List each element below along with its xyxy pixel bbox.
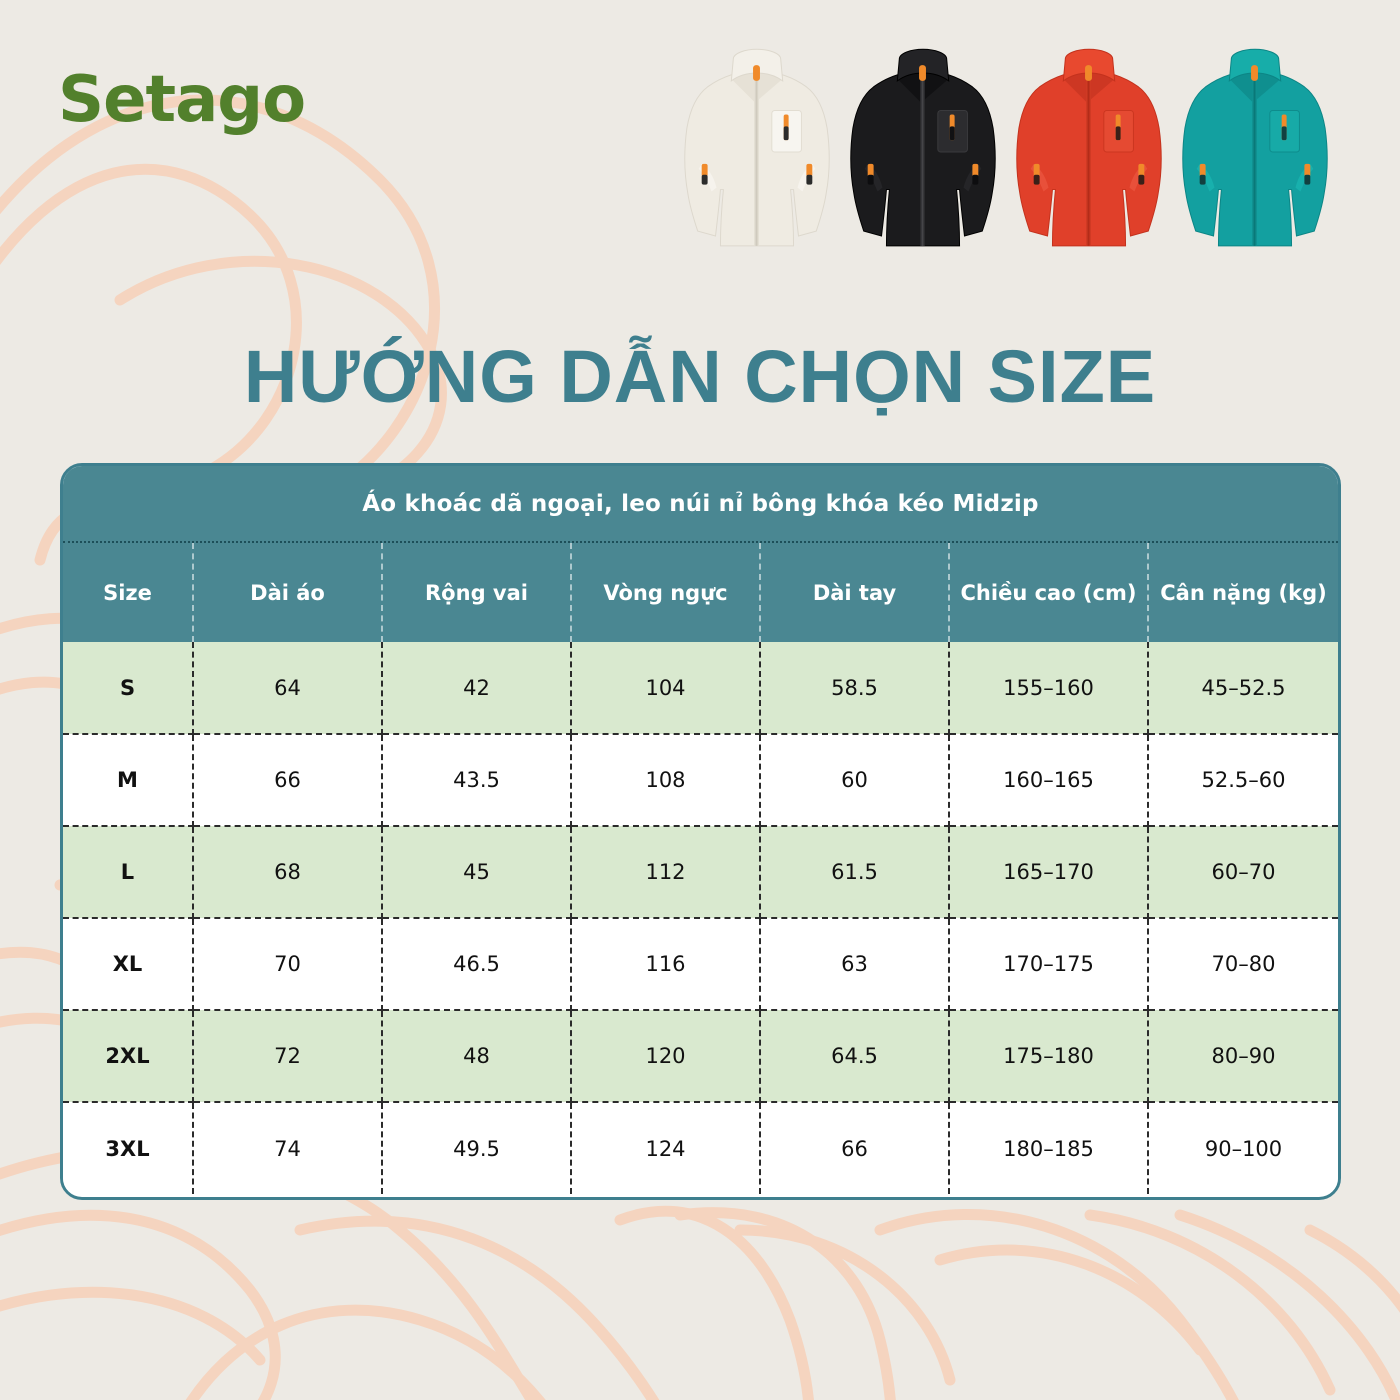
measure-cell-dai_tay: 60 — [760, 734, 950, 827]
measure-cell-rong_vai: 42 — [382, 642, 572, 735]
product-image-strip — [676, 42, 1336, 267]
measure-cell-can_nang: 60–70 — [1148, 826, 1338, 919]
measure-cell-rong_vai: 43.5 — [382, 734, 572, 827]
jacket-icon — [684, 48, 830, 247]
measure-cell-dai_tay: 63 — [760, 918, 950, 1011]
size-chart-header-row: Size Dài áo Rộng vai Vòng ngực Dài tay Chiều … — [63, 543, 1338, 642]
jacket-variant-black — [842, 42, 1004, 267]
measure-cell-rong_vai: 49.5 — [382, 1102, 572, 1194]
jacket-icon — [1182, 48, 1328, 247]
size-chart-card: Áo khoác dã ngoại, leo núi nỉ bông khóa … — [60, 463, 1341, 1200]
measure-cell-vong_nguc: 124 — [571, 1102, 761, 1194]
measure-cell-vong_nguc: 116 — [571, 918, 761, 1011]
column-header-5: Chiều cao (cm) — [949, 543, 1149, 642]
measure-cell-chieu_cao: 170–175 — [949, 918, 1149, 1011]
measure-cell-dai_tay: 64.5 — [760, 1010, 950, 1103]
table-row: M 66 43.5 108 60 160–165 52.5–60 — [63, 734, 1338, 827]
measure-cell-dai_tay: 58.5 — [760, 642, 950, 735]
measure-cell-dai_ao: 74 — [193, 1102, 383, 1194]
column-header-4: Dài tay — [760, 543, 950, 642]
measure-cell-dai_ao: 68 — [193, 826, 383, 919]
table-row: 3XL 74 49.5 124 66 180–185 90–100 — [63, 1102, 1338, 1194]
column-header-6: Cân nặng (kg) — [1160, 580, 1327, 605]
size-chart-body: S 64 42 104 58.5 155–160 45–52.5 M 66 43.5 108 60 16… — [63, 642, 1338, 1194]
jacket-variant-cream — [676, 42, 838, 267]
jacket-icon — [1016, 48, 1162, 247]
measure-cell-dai_ao: 64 — [193, 642, 383, 735]
measure-cell-dai_tay: 61.5 — [760, 826, 950, 919]
size-label-cell: 3XL — [63, 1102, 194, 1194]
size-chart-table: Size Dài áo Rộng vai Vòng ngực Dài tay Chiều … — [63, 543, 1338, 1194]
table-row: 2XL 72 48 120 64.5 175–180 80–90 — [63, 1010, 1338, 1103]
measure-cell-dai_tay: 66 — [760, 1102, 950, 1194]
table-row: L 68 45 112 61.5 165–170 60–70 — [63, 826, 1338, 919]
measure-cell-vong_nguc: 112 — [571, 826, 761, 919]
measure-cell-chieu_cao: 165–170 — [949, 826, 1149, 919]
measure-cell-vong_nguc: 104 — [571, 642, 761, 735]
jacket-variant-teal — [1174, 42, 1336, 267]
measure-cell-vong_nguc: 120 — [571, 1010, 761, 1103]
measure-cell-can_nang: 80–90 — [1148, 1010, 1338, 1103]
column-header-3: Vòng ngực — [571, 543, 761, 642]
column-header-1: Dài áo — [193, 543, 383, 642]
size-label-cell: XL — [63, 918, 194, 1011]
size-label-cell: S — [63, 642, 194, 735]
measure-cell-can_nang: 70–80 — [1148, 918, 1338, 1011]
measure-cell-chieu_cao: 160–165 — [949, 734, 1149, 827]
measure-cell-rong_vai: 48 — [382, 1010, 572, 1103]
measure-cell-can_nang: 45–52.5 — [1148, 642, 1338, 735]
measure-cell-chieu_cao: 155–160 — [949, 642, 1149, 735]
measure-cell-rong_vai: 45 — [382, 826, 572, 919]
measure-cell-can_nang: 52.5–60 — [1148, 734, 1338, 827]
table-row: S 64 42 104 58.5 155–160 45–52.5 — [63, 642, 1338, 735]
measure-cell-rong_vai: 46.5 — [382, 918, 572, 1011]
measure-cell-chieu_cao: 175–180 — [949, 1010, 1149, 1103]
measure-cell-can_nang: 90–100 — [1148, 1102, 1338, 1194]
size-label-cell: L — [63, 826, 194, 919]
size-chart-title-bar: Áo khoác dã ngoại, leo núi nỉ bông khóa … — [63, 466, 1338, 543]
measure-cell-dai_ao: 66 — [193, 734, 383, 827]
column-header-2: Rộng vai — [382, 543, 572, 642]
size-label-cell: 2XL — [63, 1010, 194, 1103]
measure-cell-vong_nguc: 108 — [571, 734, 761, 827]
jacket-icon — [850, 48, 996, 247]
measure-cell-chieu_cao: 180–185 — [949, 1102, 1149, 1194]
size-chart-title: Áo khoác dã ngoại, leo núi nỉ bông khóa … — [362, 490, 1039, 517]
brand-logo: Setago — [58, 63, 306, 137]
measure-cell-dai_ao: 72 — [193, 1010, 383, 1103]
table-row: XL 70 46.5 116 63 170–175 70–80 — [63, 918, 1338, 1011]
size-label-cell: M — [63, 734, 194, 827]
page-title: HƯỚNG DẪN CHỌN SIZE — [243, 335, 1157, 418]
column-header-0: Size — [63, 543, 194, 642]
jacket-variant-red — [1008, 42, 1170, 267]
measure-cell-dai_ao: 70 — [193, 918, 383, 1011]
